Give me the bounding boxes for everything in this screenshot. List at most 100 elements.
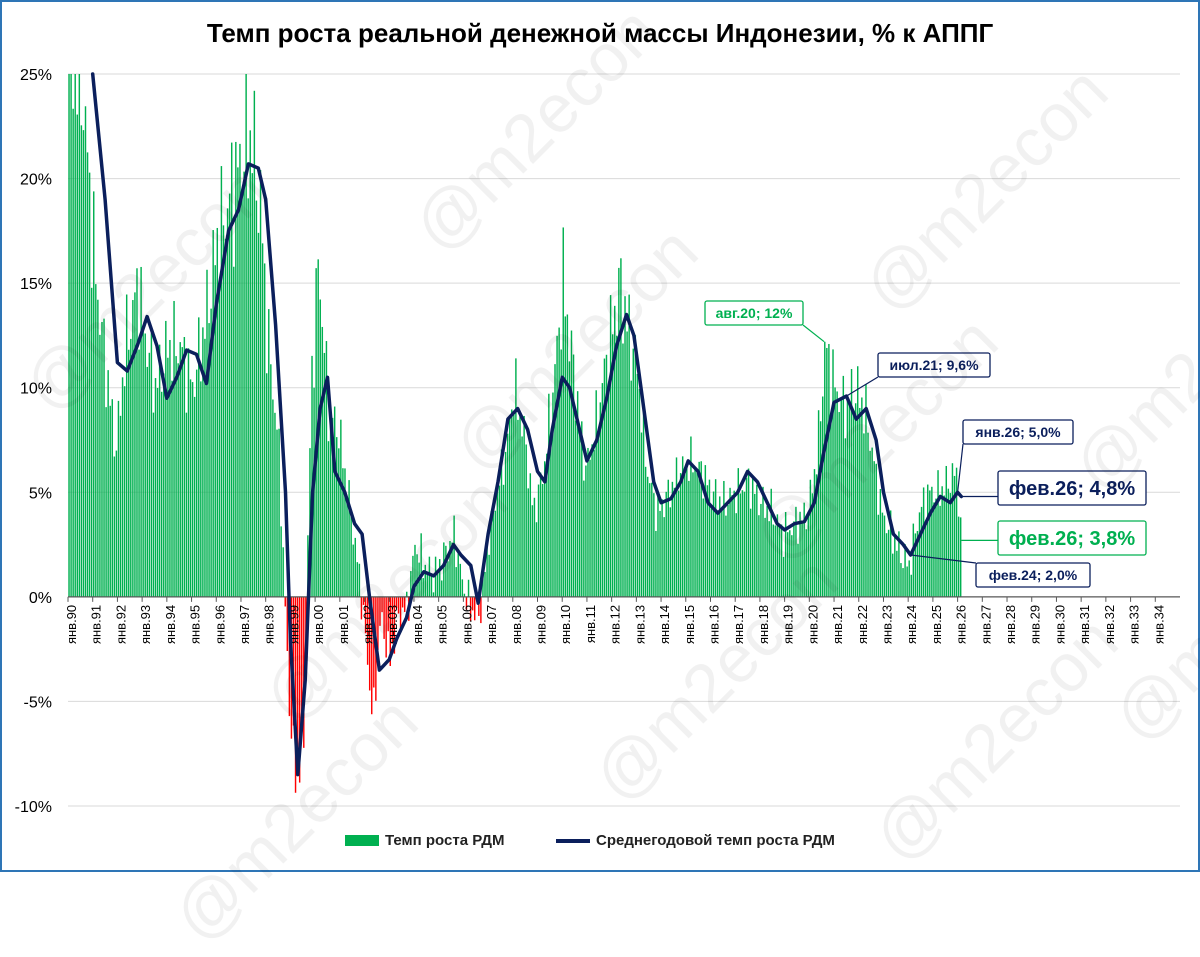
bar [492, 501, 494, 597]
bar [686, 462, 688, 597]
bar [539, 472, 542, 597]
x-tick-label: янв.91 [89, 605, 104, 644]
bar [101, 321, 103, 597]
bar [397, 596, 400, 614]
bar [128, 349, 130, 597]
chart-title: Темп роста реальной денежной массы Индон… [206, 18, 994, 48]
bar [97, 299, 99, 597]
bar [136, 268, 138, 597]
bar [844, 438, 847, 597]
bar [274, 412, 276, 597]
bar [391, 596, 394, 644]
bar [560, 349, 562, 597]
bar [160, 391, 163, 597]
bar [368, 596, 371, 691]
bar [457, 552, 459, 597]
bar [93, 191, 95, 597]
bar [546, 453, 548, 597]
bar [865, 384, 867, 597]
bar [496, 487, 499, 597]
bar [957, 516, 960, 597]
x-tick-label: янв.09 [534, 605, 549, 644]
bar [861, 397, 863, 597]
bar [760, 503, 762, 597]
bar [558, 327, 560, 597]
bar [873, 461, 875, 597]
x-tick-label: янв.95 [188, 605, 203, 644]
bar [148, 352, 151, 597]
bar [130, 338, 132, 597]
bar [770, 488, 772, 597]
bar [688, 480, 690, 597]
bar [288, 596, 291, 717]
x-tick-label: янв.92 [113, 605, 128, 644]
bar [562, 227, 564, 597]
bar [325, 341, 328, 597]
bar [733, 490, 735, 597]
bar [181, 347, 184, 597]
bar [616, 335, 618, 597]
bar [482, 571, 484, 597]
annotation-label: авг.20; 12% [716, 305, 793, 321]
bar [821, 396, 824, 597]
bar [842, 375, 845, 597]
bar [624, 296, 626, 597]
bar [595, 390, 597, 597]
bar [261, 243, 264, 597]
bar [834, 387, 836, 597]
bar [134, 292, 136, 597]
bar [469, 596, 472, 622]
bar [438, 559, 441, 597]
bar [78, 74, 81, 597]
bar [121, 377, 124, 597]
bar [826, 347, 828, 597]
bar [249, 130, 251, 597]
bar [138, 349, 140, 597]
bar [949, 493, 952, 597]
bar [766, 505, 768, 597]
bar [640, 432, 643, 597]
bar [132, 300, 134, 597]
bar [140, 266, 142, 597]
bar [414, 544, 416, 597]
bar [673, 487, 676, 597]
bar [665, 491, 667, 597]
bar [416, 554, 418, 597]
x-tick-label: янв.98 [262, 605, 277, 644]
bar [426, 572, 429, 597]
x-tick-label: янв.21 [830, 605, 845, 644]
x-tick-label: янв.07 [484, 605, 499, 644]
bar [480, 596, 482, 624]
bar [739, 493, 742, 597]
bar [200, 381, 202, 597]
bar [296, 596, 299, 775]
bar [183, 337, 186, 597]
bar [929, 490, 931, 597]
bar [360, 596, 363, 620]
bar [809, 479, 812, 597]
bar [202, 327, 204, 597]
bar [387, 596, 389, 632]
x-tick-label: янв.22 [855, 605, 870, 644]
bar [572, 354, 575, 597]
bar [721, 509, 723, 597]
bar [432, 592, 435, 597]
x-tick-label: янв.10 [558, 605, 573, 644]
x-tick-label: янв.13 [632, 605, 647, 644]
bar [228, 193, 231, 597]
bar [840, 399, 842, 597]
x-tick-label: янв.90 [64, 605, 79, 644]
bar [531, 505, 534, 597]
bar [163, 373, 165, 597]
bar [348, 480, 350, 597]
bar [259, 170, 262, 597]
bar [679, 473, 682, 597]
bar [214, 265, 216, 597]
bar [342, 468, 344, 597]
bar [311, 355, 313, 597]
bar [515, 358, 517, 597]
x-axis: янв.90 янв.91 янв.92 янв.93 янв.94 янв.95 янв.… [64, 596, 1166, 644]
bar [848, 405, 851, 597]
bar [173, 300, 175, 597]
bar [90, 287, 93, 597]
